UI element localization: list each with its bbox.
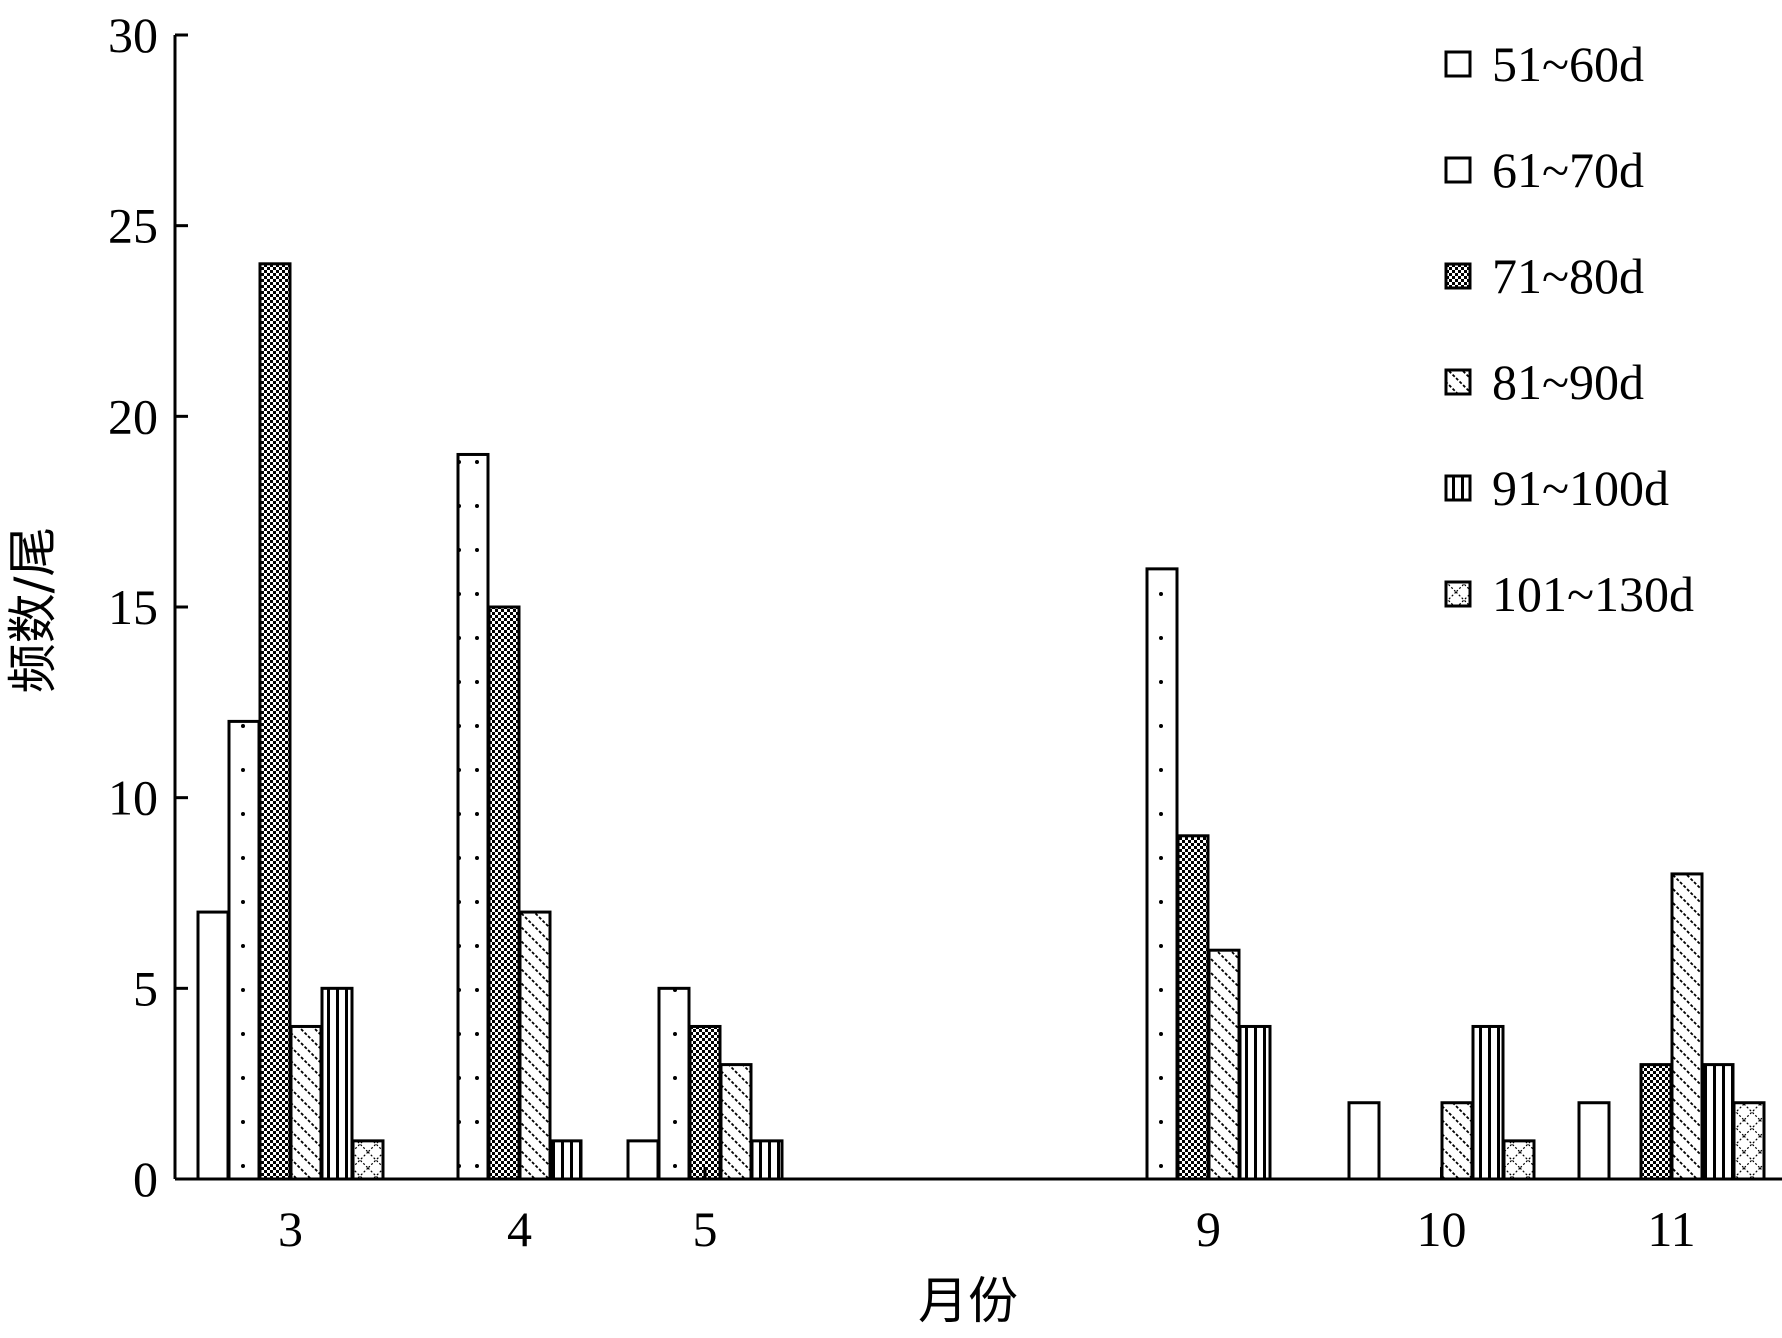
x-tick-label: 5 <box>693 1201 718 1257</box>
bar-9-61~70d <box>1145 567 1179 1181</box>
bar-3-81~90d <box>289 1024 323 1181</box>
bar-9-81~90d <box>1207 948 1241 1181</box>
legend-swatch <box>1444 156 1472 184</box>
legend: 51~60d 61~70d 71~80d 81~90d 91~100d 101~130d <box>1444 36 1694 622</box>
x-tick-label: 3 <box>278 1201 303 1257</box>
bar-4-61~70d <box>456 452 490 1181</box>
y-tick-label: 10 <box>108 770 158 826</box>
legend-label: 101~130d <box>1492 566 1694 622</box>
bar-3-91~100d <box>320 986 354 1181</box>
x-tick-label: 4 <box>507 1201 532 1257</box>
bar-3-101~130d <box>351 1139 385 1181</box>
y-ticks: 0 5 10 15 20 25 30 <box>108 7 188 1207</box>
legend-swatch <box>1444 50 1472 78</box>
y-tick-label: 30 <box>108 7 158 63</box>
bar-10-81~90d <box>1440 1101 1474 1181</box>
bar-11-71~80d <box>1639 1063 1673 1181</box>
bar-11-91~100d <box>1701 1063 1735 1181</box>
bars-layer <box>196 262 1766 1181</box>
legend-label: 51~60d <box>1492 36 1644 92</box>
x-tick-label: 11 <box>1647 1201 1695 1257</box>
x-axis-title: 月份 <box>918 1272 1018 1330</box>
y-tick-label: 0 <box>133 1151 158 1207</box>
bar-5-91~100d <box>750 1139 784 1181</box>
bar-11-51~60d <box>1577 1101 1611 1181</box>
x-tick-label: 10 <box>1417 1201 1467 1257</box>
legend-swatch <box>1444 262 1472 290</box>
bar-4-81~90d <box>518 910 552 1181</box>
bar-3-71~80d <box>258 262 292 1181</box>
legend-swatch <box>1444 474 1472 502</box>
y-tick-label: 20 <box>108 388 158 444</box>
y-axis-title: 频数/尾 <box>4 527 62 694</box>
legend-label: 81~90d <box>1492 354 1644 410</box>
y-tick-label: 15 <box>108 579 158 635</box>
legend-swatch <box>1444 368 1472 396</box>
bar-10-101~130d <box>1502 1139 1536 1181</box>
legend-label: 61~70d <box>1492 142 1644 198</box>
bar-9-91~100d <box>1238 1024 1272 1181</box>
y-tick-label: 5 <box>133 960 158 1016</box>
bar-9-71~80d <box>1176 834 1210 1181</box>
bar-3-51~60d <box>196 910 230 1181</box>
bar-5-61~70d <box>657 986 691 1181</box>
x-ticks: 3 4 5 9 10 11 <box>278 1167 1696 1257</box>
bar-10-51~60d <box>1347 1101 1381 1181</box>
bar-4-91~100d <box>549 1139 583 1181</box>
bar-5-71~80d <box>688 1024 722 1181</box>
bar-4-71~80d <box>487 605 521 1181</box>
bar-5-81~90d <box>719 1063 753 1181</box>
x-tick-label: 9 <box>1196 1201 1221 1257</box>
bar-3-61~70d <box>227 719 261 1181</box>
bar-10-91~100d <box>1471 1024 1505 1181</box>
legend-label: 91~100d <box>1492 460 1669 516</box>
bar-11-81~90d <box>1670 872 1704 1181</box>
bar-5-51~60d <box>626 1139 660 1181</box>
y-tick-label: 25 <box>108 198 158 254</box>
legend-label: 71~80d <box>1492 248 1644 304</box>
bar-11-101~130d <box>1732 1101 1766 1181</box>
legend-swatch <box>1444 580 1472 608</box>
